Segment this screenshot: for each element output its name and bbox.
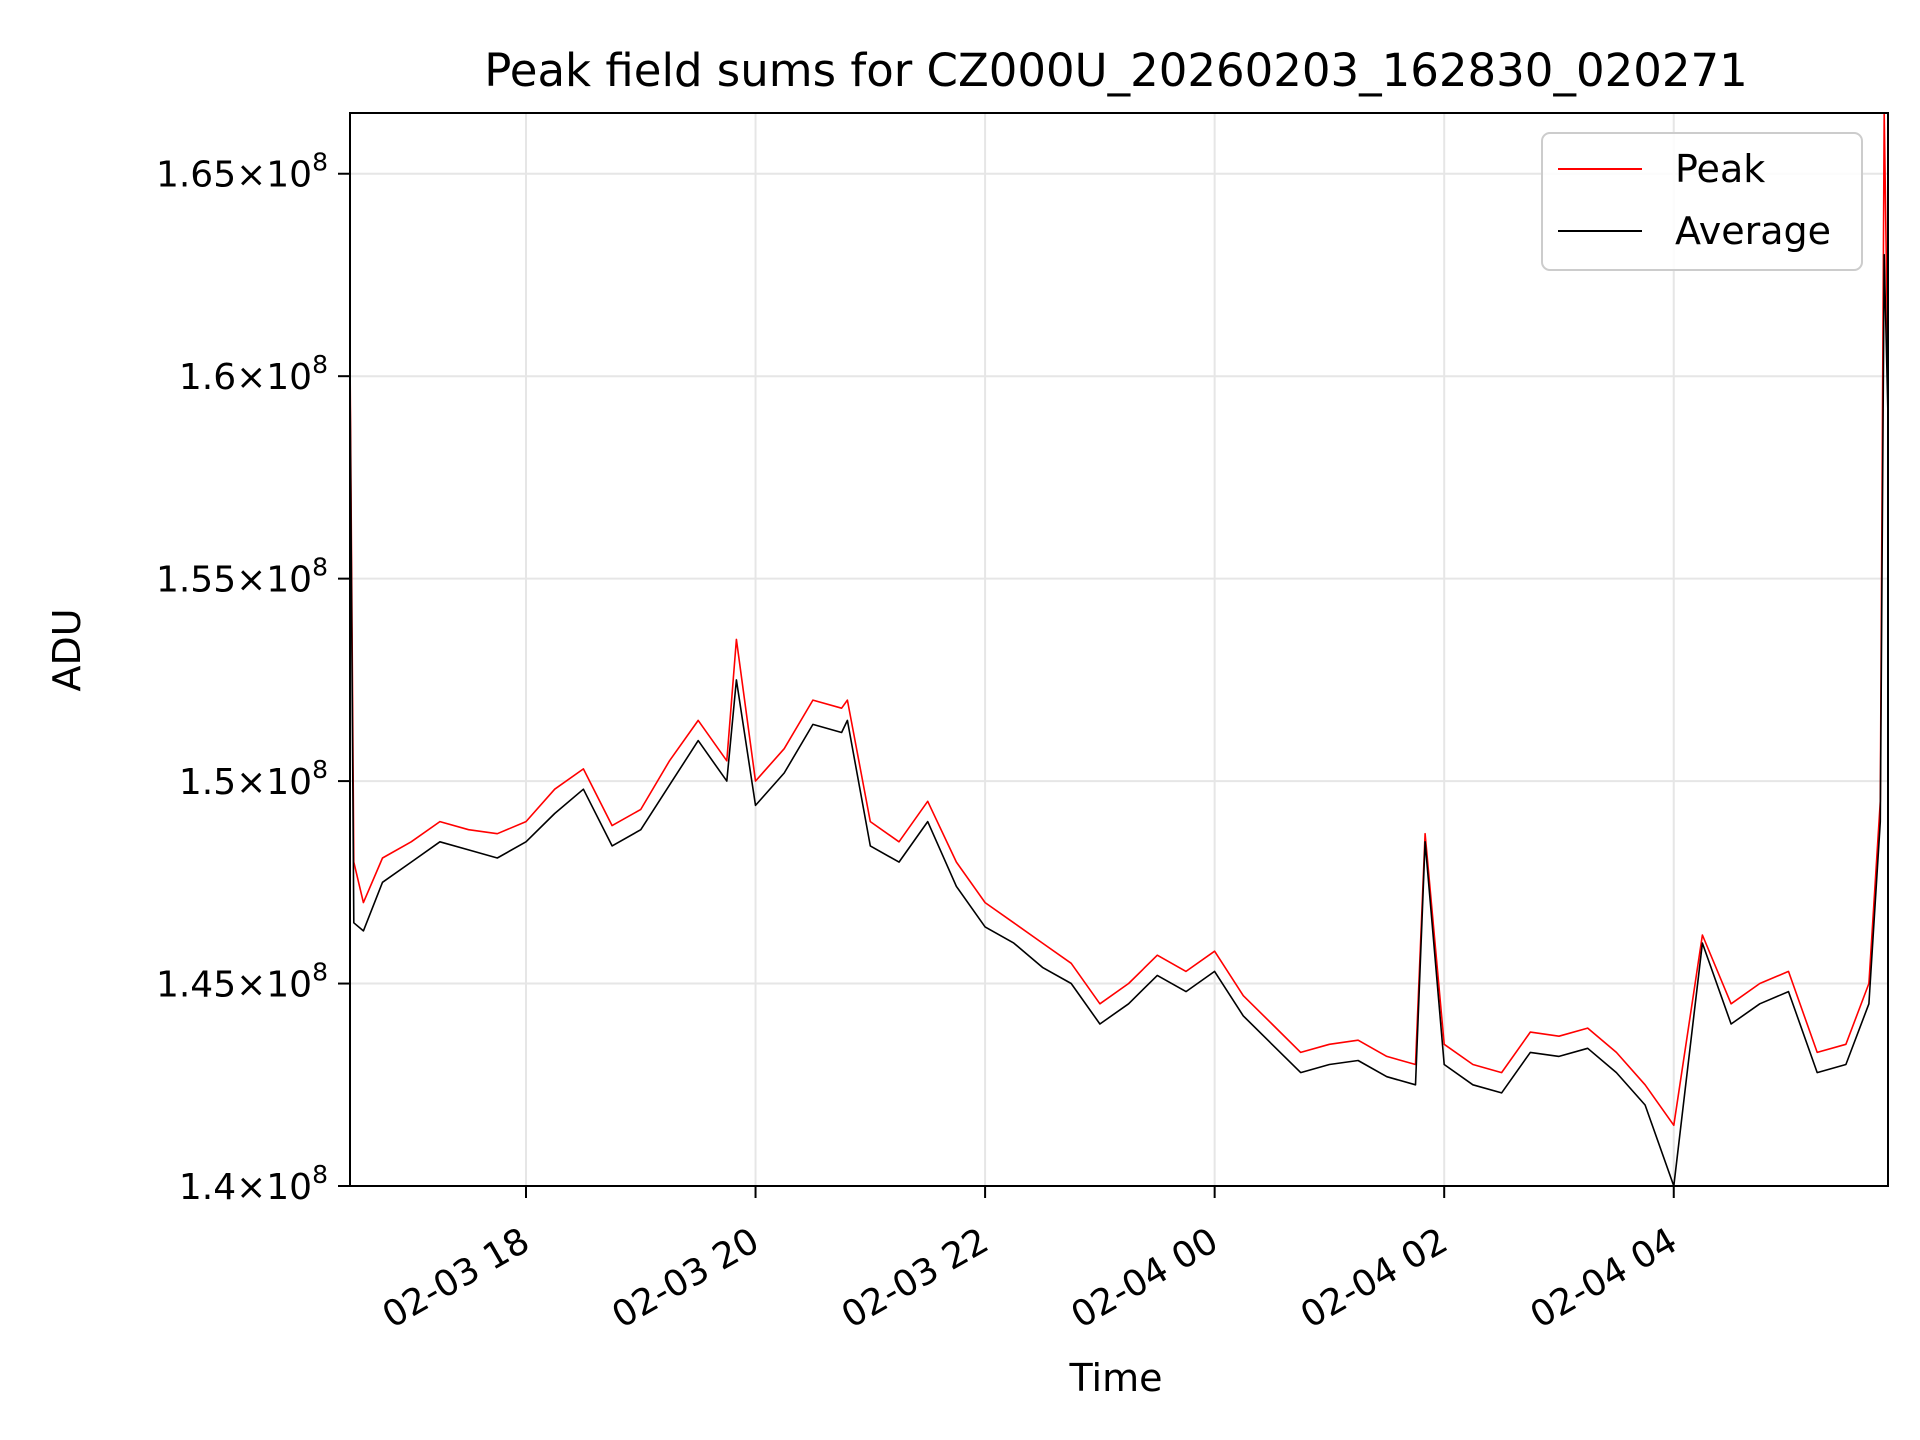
series-line-average (350, 253, 1888, 1186)
chart-title: Peak field sums for CZ000U_20260203_1628… (484, 44, 1747, 97)
y-tick-label: 1.65×108 (156, 148, 328, 196)
y-axis-label: ADU (45, 608, 89, 691)
x-axis-label: Time (1069, 1356, 1163, 1400)
legend-box (1541, 132, 1863, 271)
y-tick-label: 1.6×108 (179, 350, 328, 398)
y-tick-label: 1.55×108 (156, 553, 328, 601)
legend-label-average: Average (1675, 209, 1831, 253)
grid (350, 113, 1888, 1187)
y-tick-label: 1.5×108 (179, 755, 328, 803)
y-tick-label: 1.45×108 (156, 958, 328, 1006)
y-tick-label: 1.4×108 (179, 1160, 328, 1208)
series-line-peak (350, 113, 1888, 1127)
plot-frame (349, 112, 1889, 1187)
legend: Peak Average (1541, 132, 1863, 271)
legend-label-peak: Peak (1675, 147, 1765, 191)
y-axis-ticks: 1.4×108 1.45×108 1.5×108 1.55×108 1.6×108 1.6… (156, 148, 350, 1208)
series-layer (350, 113, 1888, 1186)
